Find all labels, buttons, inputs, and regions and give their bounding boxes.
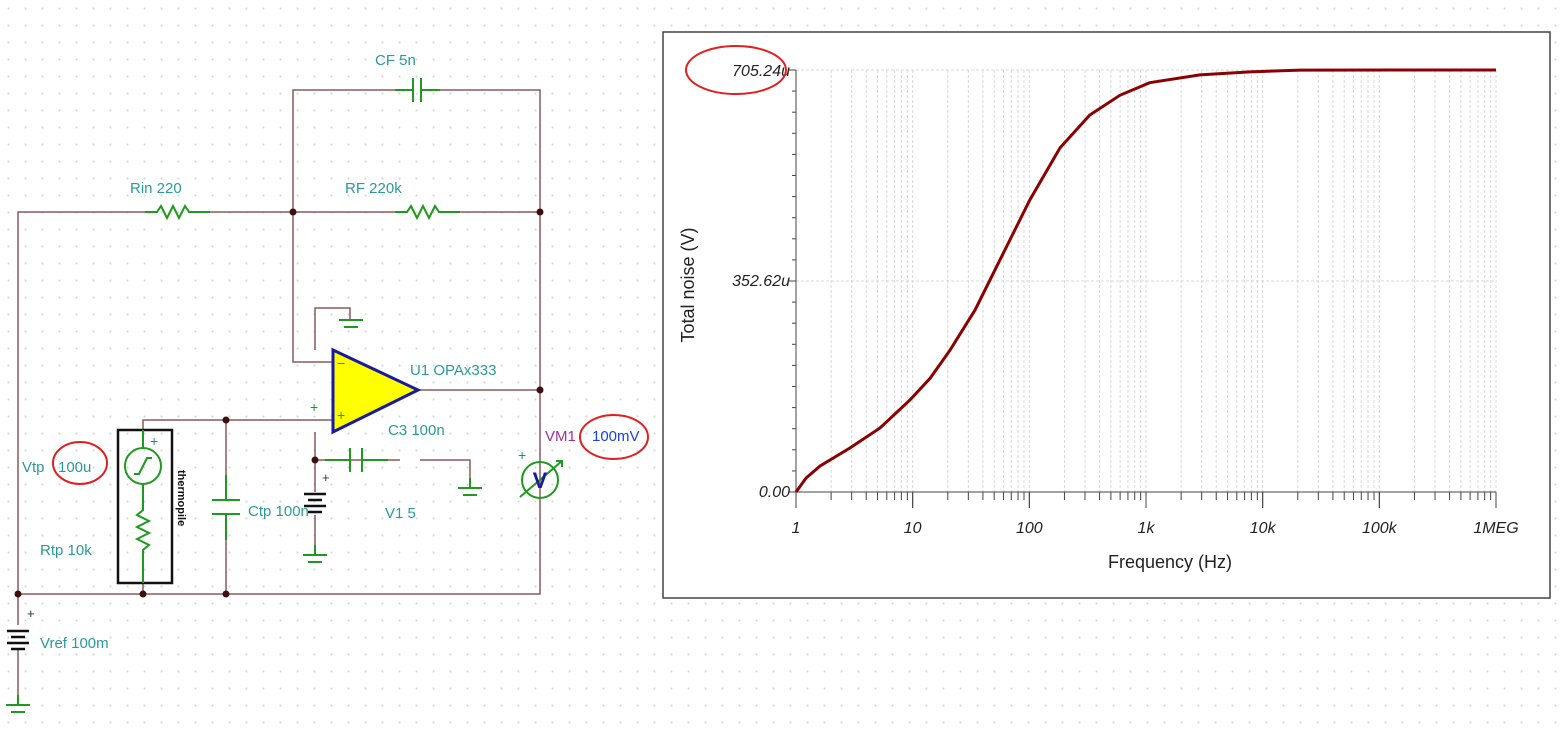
x-tick-label: 100 xyxy=(1016,520,1043,537)
label-cf: CF 5n xyxy=(375,52,416,69)
label-v1: V1 5 xyxy=(385,505,416,522)
plus-sign-icon: + xyxy=(337,407,345,423)
wires xyxy=(17,89,541,695)
ground-icon xyxy=(6,695,30,713)
plus-sign-icon: + xyxy=(310,399,318,415)
noise-chart: 1 10 100 1k 10k 100k 1MEG 0.00 352.62u 705.24u… xyxy=(662,31,1551,599)
y-axis-label: Total noise (V) xyxy=(678,227,698,342)
chart-frame xyxy=(662,31,1551,599)
chart-ticks xyxy=(788,69,1497,508)
label-rtp: Rtp 10k xyxy=(40,542,92,559)
highlight-ellipse xyxy=(52,441,108,485)
label-vref: Vref 100m xyxy=(40,635,109,652)
capacitor-ctp[interactable] xyxy=(212,475,240,540)
ground-icon xyxy=(339,319,363,328)
x-axis-label: Frequency (Hz) xyxy=(1108,552,1232,572)
x-tick-label: 100k xyxy=(1362,520,1398,537)
voltage-source-vtp[interactable] xyxy=(124,447,162,485)
battery-vref[interactable]: + xyxy=(7,606,35,651)
capacitor-cf[interactable] xyxy=(395,78,445,102)
y-tick-label: 0.00 xyxy=(759,484,790,501)
step-source-icon xyxy=(134,457,152,475)
x-tick-label: 1 xyxy=(792,520,801,537)
plus-sign-icon: + xyxy=(322,470,330,485)
minus-sign-icon: − xyxy=(337,355,345,371)
label-vtp-name: Vtp xyxy=(22,459,45,476)
y-tick-label: 352.62u xyxy=(732,273,790,290)
thermopile-block[interactable]: + thermopile xyxy=(116,428,187,585)
voltmeter-symbol: V xyxy=(533,468,548,493)
resistor-rin[interactable] xyxy=(145,203,210,221)
label-vm1-value: 100mV xyxy=(592,428,640,445)
label-c3: C3 100n xyxy=(388,422,445,439)
plus-sign-icon: + xyxy=(150,433,158,449)
y-tick-label: 705.24u xyxy=(732,63,790,80)
battery-v1[interactable]: + xyxy=(304,470,330,514)
ground-icon xyxy=(458,478,482,496)
opamp-u1[interactable]: − + + xyxy=(310,347,422,435)
series-line xyxy=(794,68,1497,493)
label-vm1-name: VM1 xyxy=(545,428,576,445)
x-tick-label: 1MEG xyxy=(1473,520,1518,537)
label-rin: Rin 220 xyxy=(130,180,182,197)
resistor-rf[interactable] xyxy=(395,203,460,221)
junctions xyxy=(14,208,544,598)
x-tick-label: 1k xyxy=(1138,520,1156,537)
highlight-ellipse xyxy=(579,414,649,460)
label-rf: RF 220k xyxy=(345,180,402,197)
plus-sign-icon: + xyxy=(518,447,526,463)
label-ctp: Ctp 100n xyxy=(248,503,309,520)
capacitor-c3[interactable] xyxy=(325,448,388,472)
thermopile-label: thermopile xyxy=(175,470,187,526)
ground-icon xyxy=(303,545,327,563)
label-vtp-value: 100u xyxy=(58,459,91,476)
plus-sign-icon: + xyxy=(27,606,35,621)
label-u1: U1 OPAx333 xyxy=(410,362,496,379)
x-tick-label: 10k xyxy=(1250,520,1277,537)
voltmeter-vm1[interactable]: V + xyxy=(518,447,563,499)
x-tick-label: 10 xyxy=(904,520,922,537)
highlight-ellipse xyxy=(685,45,787,95)
